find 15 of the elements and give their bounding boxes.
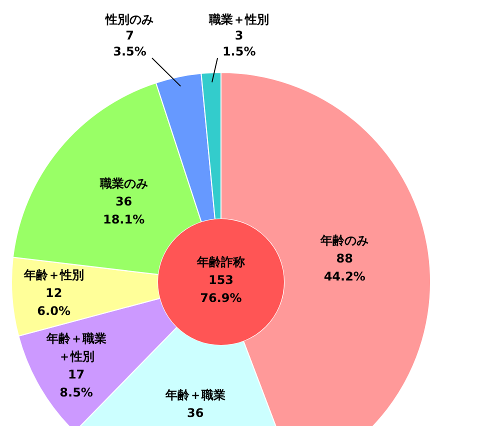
- slice-label: 年齢＋職業＋性別: [45, 332, 106, 364]
- slice-label: 年齢＋性別: [22, 268, 84, 282]
- data-label: 3 1.5%: [222, 28, 256, 59]
- data-label: 12 6.0%: [37, 286, 70, 318]
- text: 年齢詐称 153 76.9%: [196, 254, 246, 307]
- slice-label: 年齢＋職業: [164, 388, 226, 402]
- slice-label: 性別のみ: [104, 12, 154, 27]
- slice-label: 職業のみ: [98, 176, 148, 190]
- slice-label: 職業＋性別: [208, 12, 270, 27]
- data-label: 88 44.2%: [324, 251, 366, 284]
- slice-label: 年齢のみ: [320, 233, 369, 248]
- data-label: 36: [187, 406, 204, 420]
- data-label: 7 3.5%: [113, 28, 146, 59]
- data-label: 17 8.5%: [60, 368, 93, 400]
- data-label: 36 18.1%: [102, 194, 145, 226]
